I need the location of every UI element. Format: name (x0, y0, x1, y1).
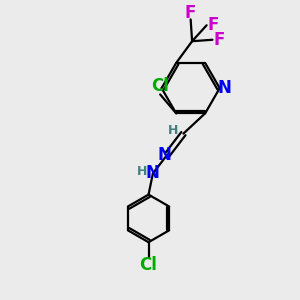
Text: N: N (146, 164, 160, 182)
Text: F: F (207, 16, 219, 34)
Text: F: F (213, 31, 224, 49)
Text: N: N (217, 79, 231, 97)
Text: F: F (185, 4, 196, 22)
Text: H: H (168, 124, 178, 137)
Text: H: H (137, 165, 147, 178)
Text: N: N (157, 146, 171, 164)
Text: Cl: Cl (151, 77, 169, 95)
Text: Cl: Cl (140, 256, 158, 274)
